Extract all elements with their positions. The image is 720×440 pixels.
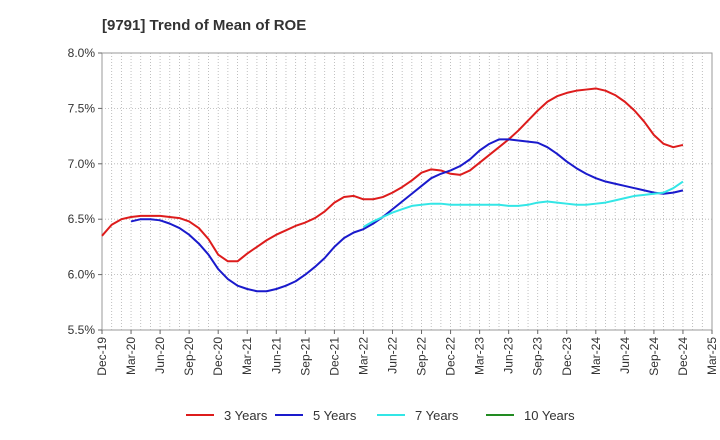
- y-tick-label: 7.5%: [68, 101, 96, 115]
- x-tick-label: Sep-24: [647, 337, 661, 376]
- x-tick-label: Dec-24: [676, 337, 690, 376]
- y-tick-label: 6.5%: [68, 212, 96, 226]
- x-tick-label: Dec-19: [95, 337, 109, 376]
- x-tick-label: Sep-23: [531, 337, 545, 376]
- y-tick-label: 7.0%: [68, 157, 96, 171]
- y-tick-label: 6.0%: [68, 268, 96, 282]
- x-tick-label: Dec-21: [327, 337, 341, 376]
- x-tick-label: Dec-20: [211, 337, 225, 376]
- series-line: [101, 87, 684, 263]
- x-tick-label: Jun-24: [618, 337, 632, 374]
- y-tick-label: 5.5%: [68, 323, 96, 337]
- series-lines: [101, 87, 684, 293]
- x-axis: Dec-19 Mar-20 Jun-20 Sep-20 Dec-20 Mar-21 Jun-…: [95, 330, 719, 376]
- y-axis: 5.5% 6.0% 6.5% 7.0% 7.5% 8.0%: [68, 46, 102, 337]
- grid: [102, 53, 712, 330]
- x-tick-label: Sep-21: [298, 337, 312, 376]
- x-tick-label: Mar-20: [124, 337, 138, 375]
- x-tick-label: Jun-21: [269, 337, 283, 374]
- plot-area: [101, 52, 713, 331]
- x-tick-label: Mar-21: [240, 337, 254, 375]
- series-line: [362, 180, 684, 228]
- x-tick-label: Mar-25: [705, 337, 719, 375]
- legend-label: 3 Years: [224, 408, 268, 423]
- x-tick-label: Mar-23: [473, 337, 487, 375]
- legend-label: 5 Years: [313, 408, 357, 423]
- legend-label: 7 Years: [415, 408, 459, 423]
- x-tick-label: Dec-23: [560, 337, 574, 376]
- x-tick-label: Jun-20: [153, 337, 167, 374]
- x-tick-label: Jun-23: [502, 337, 516, 374]
- x-tick-label: Mar-24: [589, 337, 603, 375]
- legend-label: 10 Years: [524, 408, 575, 423]
- x-tick-label: Sep-20: [182, 337, 196, 376]
- x-tick-label: Sep-22: [415, 337, 429, 376]
- x-tick-label: Mar-22: [356, 337, 370, 375]
- y-tick-label: 8.0%: [68, 46, 96, 60]
- x-tick-label: Dec-22: [444, 337, 458, 376]
- legend: 3 Years 5 Years 7 Years 10 Years: [186, 408, 575, 423]
- series-line: [130, 138, 684, 293]
- x-tick-label: Jun-22: [385, 337, 399, 374]
- chart-title: [9791] Trend of Mean of ROE: [102, 17, 306, 34]
